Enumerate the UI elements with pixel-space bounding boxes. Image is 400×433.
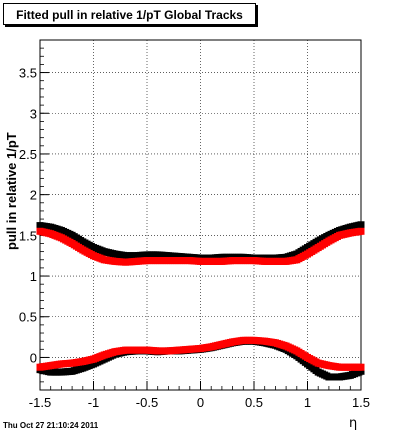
y-tick-label: 0: [30, 350, 37, 365]
x-tick-label: 0.5: [245, 395, 263, 410]
x-tick-label: -1.5: [29, 395, 51, 410]
x-tick-label: 0: [197, 395, 204, 410]
y-tick-label: 1.5: [19, 228, 37, 243]
series-1-marker: [357, 221, 365, 229]
chart-title-box: Fitted pull in relative 1/pT Global Trac…: [3, 3, 256, 25]
series-3-marker: [357, 367, 365, 375]
series-4-marker: [357, 363, 365, 371]
series-2-marker: [357, 227, 365, 235]
chart-title: Fitted pull in relative 1/pT Global Trac…: [16, 8, 243, 22]
timestamp: Thu Oct 27 21:10:24 2011: [3, 421, 99, 430]
y-axis-label: pull in relative 1/pT: [4, 132, 19, 250]
x-tick-label: 1: [304, 395, 311, 410]
x-tick-label: -0.5: [136, 395, 158, 410]
y-tick-label: 3: [30, 106, 37, 121]
y-tick-label: 3.5: [19, 66, 37, 81]
y-tick-label: 2.5: [19, 147, 37, 162]
y-tick-label: 1: [30, 269, 37, 284]
y-tick-label: 2: [30, 188, 37, 203]
x-tick-label: 1.5: [352, 395, 370, 410]
x-tick-label: -1: [88, 395, 100, 410]
y-tick-label: 0.5: [19, 310, 37, 325]
x-axis-label: η: [349, 416, 358, 431]
